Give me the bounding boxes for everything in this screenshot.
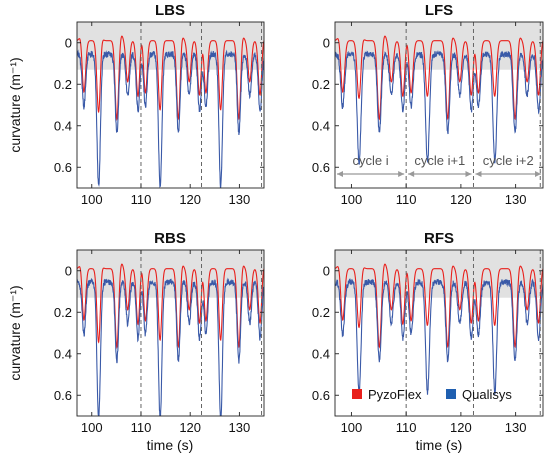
x-ticks: 100 110 120 130 <box>81 22 250 207</box>
panel-title: RBS <box>154 230 186 247</box>
series-lines <box>77 35 264 188</box>
y-tick-label: 0.6 <box>54 160 72 175</box>
series-lines <box>335 263 543 395</box>
y-tick-label: 0.4 <box>54 346 72 361</box>
series-line-qualisys <box>335 278 543 395</box>
x-tick-label: 120 <box>450 192 472 207</box>
panel-lbs: 100 110 120 130 0 0.2 0.4 0.6 LBS curvature (m… <box>7 2 265 207</box>
legend-swatch-qualisys <box>446 389 456 399</box>
x-tick-label: 110 <box>131 420 152 435</box>
cycle-arrowhead <box>337 171 343 177</box>
shaded-band-rect <box>77 250 264 298</box>
series-line-qualisys <box>77 49 264 188</box>
x-tick-label: 130 <box>505 420 527 435</box>
plot-frame <box>334 249 544 417</box>
shaded-band-rect <box>77 22 264 70</box>
plot-frame <box>76 249 265 417</box>
series-line-pyzoflex <box>335 263 543 349</box>
y-tick-label: 0 <box>65 35 72 50</box>
y-ticks: 0 0.2 0.4 0.6 <box>312 263 543 403</box>
x-tick-label: 120 <box>450 420 472 435</box>
y-tick-label: 0.2 <box>54 305 72 320</box>
x-tick-label: 130 <box>505 192 527 207</box>
y-tick-label: 0.4 <box>54 118 72 133</box>
x-tick-label: 130 <box>229 192 251 207</box>
legend-label-qualisys: Qualisys <box>462 387 512 402</box>
panel-lfs: cycle i cycle i+1 cycle i+2 100 110 120 130 0… <box>312 2 544 207</box>
cycle-arrowhead <box>465 171 472 177</box>
x-tick-label: 110 <box>396 420 417 435</box>
shaded-band-rect <box>335 22 543 70</box>
x-tick-label: 130 <box>229 420 251 435</box>
series-line-pyzoflex <box>335 35 543 121</box>
y-tick-label: 0.6 <box>54 388 72 403</box>
y-ticks: 0 0.2 0.4 0.6 <box>54 35 264 175</box>
y-tick-label: 0.4 <box>312 346 330 361</box>
cycle-arrowhead <box>398 171 405 177</box>
plot-frame <box>76 21 265 189</box>
x-tick-label: 110 <box>131 192 152 207</box>
y-axis-label: curvature (m⁻¹) <box>7 285 23 380</box>
series-line-qualisys <box>335 50 543 165</box>
x-ticks: 100 110 120 130 <box>341 250 527 435</box>
y-tick-label: 0.2 <box>54 77 72 92</box>
cycle-arrowhead <box>408 171 415 177</box>
series-line-pyzoflex <box>77 263 264 349</box>
legend: PyzoFlex Qualisys <box>352 387 512 402</box>
x-tick-label: 120 <box>179 192 201 207</box>
panel-title: RFS <box>424 230 454 247</box>
x-ticks: 100 110 120 130 <box>81 250 250 435</box>
y-ticks: 0 0.2 0.4 0.6 <box>54 263 264 403</box>
panel-title: LBS <box>155 2 185 19</box>
series-lines <box>77 263 264 416</box>
y-axis-label: curvature (m⁻¹) <box>7 57 23 152</box>
x-tick-label: 100 <box>81 420 103 435</box>
cycle-label: cycle i+2 <box>483 153 534 168</box>
series-lines <box>335 35 543 165</box>
shaded-band <box>335 250 543 298</box>
y-ticks: 0 0.2 0.4 0.6 <box>312 35 543 175</box>
y-tick-label: 0 <box>323 263 330 278</box>
shaded-band <box>77 250 264 298</box>
x-tick-label: 100 <box>81 192 103 207</box>
y-tick-label: 0.4 <box>312 118 330 133</box>
shaded-band-rect <box>335 250 543 298</box>
x-tick-label: 100 <box>341 420 363 435</box>
x-axis-label: time (s) <box>416 437 463 453</box>
panel-title: LFS <box>425 2 453 19</box>
x-tick-label: 120 <box>179 420 201 435</box>
x-axis-label: time (s) <box>147 437 194 453</box>
legend-swatch-pyzoflex <box>352 389 362 399</box>
panel-rbs: 100 110 120 130 0 0.2 0.4 0.6 RBS curvature (m… <box>7 230 265 453</box>
cycle-annotations: cycle i cycle i+1 cycle i+2 <box>337 153 541 177</box>
shaded-band <box>335 22 543 70</box>
series-line-pyzoflex <box>77 35 264 121</box>
shaded-band <box>77 22 264 70</box>
x-tick-label: 110 <box>396 192 417 207</box>
y-tick-label: 0.6 <box>312 160 330 175</box>
cycle-label: cycle i <box>353 153 389 168</box>
y-tick-label: 0.2 <box>312 77 330 92</box>
x-ticks: 100 110 120 130 <box>341 22 527 207</box>
cycle-arrowhead <box>535 171 541 177</box>
cycle-arrowhead <box>475 171 482 177</box>
y-tick-label: 0 <box>65 263 72 278</box>
x-tick-label: 100 <box>341 192 363 207</box>
legend-label-pyzoflex: PyzoFlex <box>368 387 422 402</box>
series-line-qualisys <box>77 277 264 416</box>
panel-rfs: 100 110 120 130 0 0.2 0.4 0.6 RFS time (s) Pyz… <box>312 230 544 453</box>
cycle-label: cycle i+1 <box>414 153 465 168</box>
y-tick-label: 0.6 <box>312 388 330 403</box>
y-tick-label: 0 <box>323 35 330 50</box>
y-tick-label: 0.2 <box>312 305 330 320</box>
plot-frame <box>334 21 544 189</box>
